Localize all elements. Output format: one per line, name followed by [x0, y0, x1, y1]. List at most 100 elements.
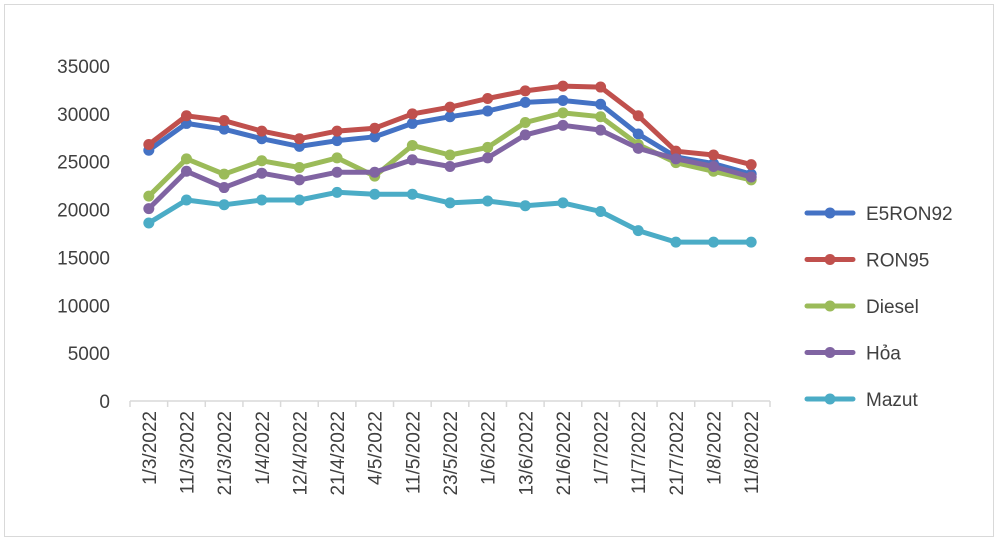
data-point [482, 195, 494, 207]
data-point [331, 152, 343, 164]
data-point [670, 153, 682, 165]
data-point [218, 182, 230, 194]
x-tick-label: 21/3/2022 [215, 411, 236, 496]
legend-label: E5RON92 [866, 204, 953, 225]
legend-item: E5RON92 [804, 204, 953, 225]
data-point [180, 194, 192, 206]
data-point [557, 107, 569, 119]
y-tick-label: 20000 [57, 201, 110, 222]
data-point [595, 111, 607, 123]
data-point [293, 140, 305, 152]
legend-label: Mazut [866, 390, 918, 411]
legend-label: Hỏa [866, 344, 901, 365]
data-point [519, 129, 531, 141]
data-point [444, 101, 456, 113]
data-point [444, 149, 456, 161]
legend-marker [824, 347, 836, 358]
data-point [369, 122, 381, 134]
data-point [519, 200, 531, 212]
data-point [745, 236, 757, 248]
data-point [406, 188, 418, 200]
legend-marker [824, 300, 836, 312]
data-point [293, 194, 305, 206]
data-point [369, 131, 381, 143]
data-point [180, 153, 192, 165]
data-point [595, 81, 607, 93]
y-tick-label: 5000 [68, 344, 110, 365]
legend-marker [824, 393, 836, 405]
data-point [557, 94, 569, 106]
series-hỏa [143, 119, 757, 215]
data-point [293, 133, 305, 145]
data-point [218, 199, 230, 211]
y-tick-label: 0 [99, 392, 110, 413]
data-point [369, 166, 381, 178]
y-axis-labels: 0 5000 10000 15000 20000 25000 30000 35000 [57, 57, 110, 413]
chart-frame [4, 4, 994, 537]
legend-item: RON95 [804, 251, 929, 272]
x-tick-label: 11/3/2022 [177, 411, 198, 494]
data-point [745, 171, 757, 183]
data-point [406, 117, 418, 129]
x-tick-label: 11/5/2022 [403, 411, 424, 494]
data-point [406, 139, 418, 151]
x-axis-labels: 1/3/2022 11/3/2022 21/3/2022 1/4/2022 12/4/2… [140, 411, 763, 496]
data-point [557, 197, 569, 209]
data-point [708, 161, 720, 172]
x-tick-label: 13/6/2022 [516, 411, 537, 496]
data-point [218, 168, 230, 180]
data-point [595, 98, 607, 110]
x-tick-label: 1/3/2022 [140, 411, 161, 485]
data-point [595, 205, 607, 217]
data-point [293, 161, 305, 173]
data-point [180, 165, 192, 177]
data-point [293, 174, 305, 186]
data-point [331, 166, 343, 178]
y-tick-label: 35000 [57, 57, 110, 78]
data-point [406, 154, 418, 166]
data-point [256, 155, 268, 167]
data-point [519, 85, 531, 97]
x-tick-label: 4/5/2022 [366, 411, 387, 485]
data-point [444, 161, 456, 172]
data-point [406, 108, 418, 120]
legend-item: Hỏa [804, 344, 901, 365]
data-point [218, 123, 230, 135]
data-point [369, 188, 381, 200]
y-tick-label: 15000 [57, 248, 110, 269]
x-tick-label: 11/7/2022 [629, 411, 650, 494]
x-tick-label: 23/5/2022 [441, 411, 462, 496]
legend-label: RON95 [866, 251, 929, 272]
x-tick-label: 1/4/2022 [253, 411, 274, 485]
data-point [708, 149, 720, 161]
data-point [256, 194, 268, 206]
data-point [745, 159, 757, 171]
data-point [218, 115, 230, 127]
x-tick-label: 1/7/2022 [592, 411, 613, 485]
data-point [331, 125, 343, 137]
data-point [180, 110, 192, 122]
data-point [557, 119, 569, 131]
data-point [482, 141, 494, 153]
data-point [256, 125, 268, 137]
data-point [519, 96, 531, 108]
data-point [256, 133, 268, 145]
data-point [632, 142, 644, 154]
data-point [595, 124, 607, 136]
data-point [670, 145, 682, 157]
series-group [143, 80, 757, 248]
data-point [482, 93, 494, 105]
y-tick-label: 30000 [57, 105, 110, 126]
data-point [632, 225, 644, 237]
x-tick-label: 21/6/2022 [554, 411, 575, 496]
x-tick-label: 1/6/2022 [479, 411, 500, 485]
data-point [444, 197, 456, 209]
data-point [331, 186, 343, 198]
x-tick-label: 1/8/2022 [705, 411, 726, 485]
data-point [670, 236, 682, 248]
legend-marker [824, 207, 836, 219]
legend-marker [824, 254, 836, 265]
x-axis [129, 400, 771, 407]
legend-label: Diesel [866, 297, 919, 318]
data-point [632, 110, 644, 122]
